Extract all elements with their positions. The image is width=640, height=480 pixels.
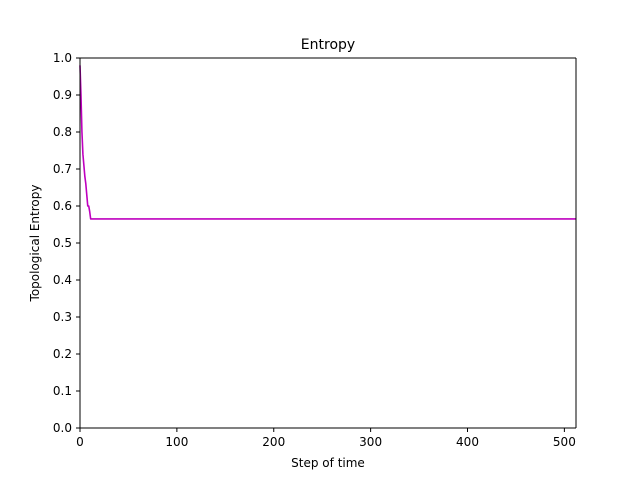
x-axis-ticks: 0 100 200 300 400 500: [76, 428, 576, 449]
series-layer: [79, 65, 576, 220]
y-tick-label: 0.0: [53, 421, 72, 435]
y-tick-label: 0.1: [53, 384, 72, 398]
y-tick-label: 1.0: [53, 51, 72, 65]
series-line-0: [79, 65, 576, 220]
y-tick-label: 0.7: [53, 162, 72, 176]
plot-area: [80, 58, 576, 428]
y-tick-label: 0.5: [53, 236, 72, 250]
x-tick-label: 0: [76, 435, 84, 449]
x-tick-label: 400: [456, 435, 479, 449]
x-axis-label: Step of time: [291, 456, 365, 470]
chart-title: Entropy: [301, 37, 355, 53]
y-tick-label: 0.4: [53, 273, 72, 287]
y-tick-label: 0.9: [53, 88, 72, 102]
plot-background: [80, 58, 576, 428]
x-tick-label: 200: [262, 435, 285, 449]
x-tick-label: 500: [553, 435, 576, 449]
y-tick-label: 0.2: [53, 347, 72, 361]
x-tick-label: 300: [359, 435, 382, 449]
y-tick-label: 0.6: [53, 199, 72, 213]
y-tick-label: 0.8: [53, 125, 72, 139]
y-tick-label: 0.3: [53, 310, 72, 324]
y-axis-label: Topological Entropy: [28, 185, 42, 303]
x-tick-label: 100: [165, 435, 188, 449]
y-axis-ticks: 0.0 0.1 0.2 0.3 0.4 0.5 0.6 0.7 0.8 0.9 1.0: [53, 51, 80, 435]
